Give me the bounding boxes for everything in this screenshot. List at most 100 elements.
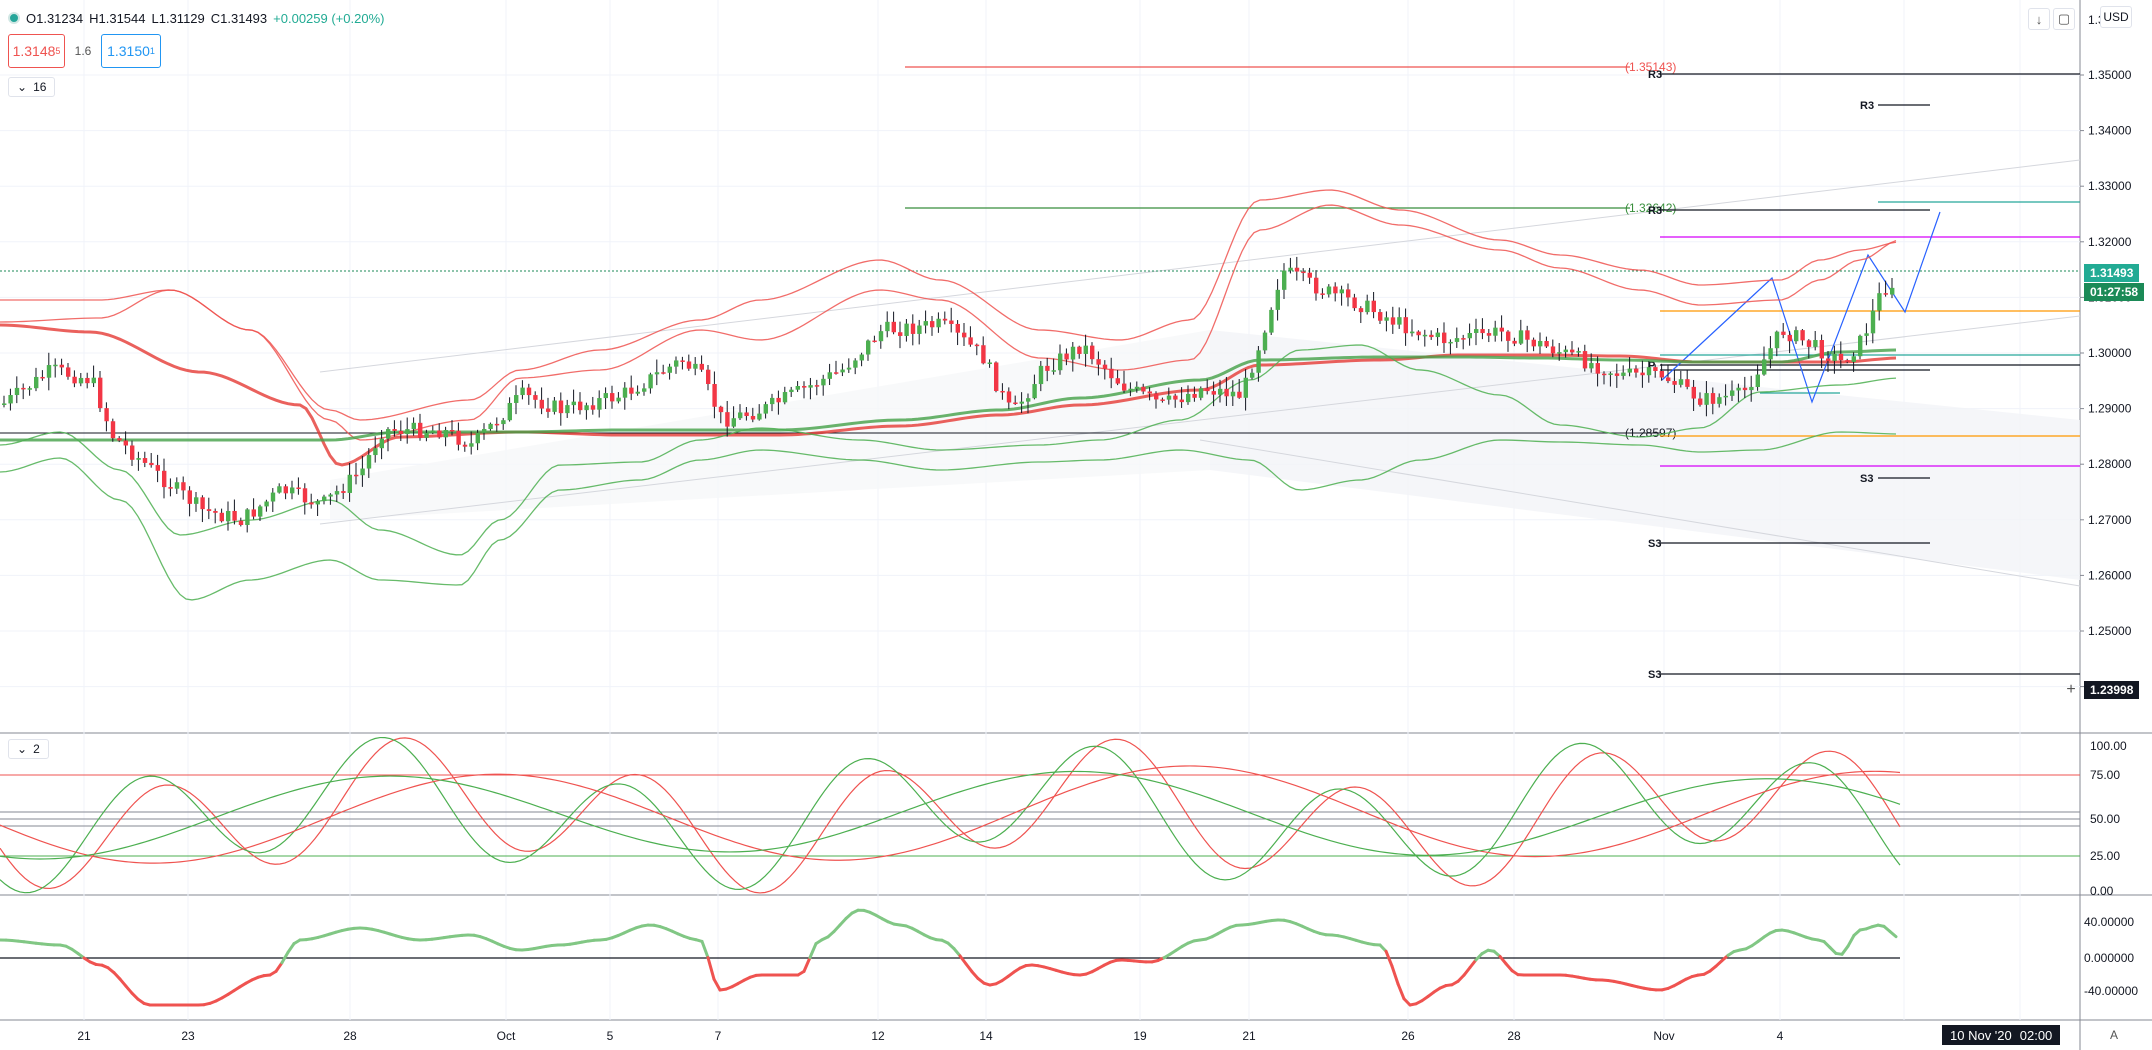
candle-down [418, 422, 423, 438]
candle-up [1576, 351, 1581, 353]
candle-up [770, 397, 775, 405]
oscillator-collapse-button[interactable]: ⌄ 2 [8, 739, 49, 759]
candle-up [1038, 365, 1044, 385]
candle-down [814, 385, 820, 387]
candle-down [1883, 293, 1888, 295]
candle-down [40, 376, 45, 379]
candle-down [1115, 378, 1120, 384]
candle-down [1077, 346, 1082, 354]
price-label: 1.34000 [2088, 124, 2132, 138]
candle-up [603, 393, 608, 399]
candle-down [85, 377, 90, 384]
osc2-segment [124, 984, 134, 995]
candle-up [1538, 340, 1543, 347]
candle-down [744, 412, 749, 416]
price-label: 1.30000 [2088, 346, 2132, 360]
buy-button[interactable]: 1.3150 1 [101, 34, 161, 68]
pivot-label: S3 [1860, 473, 1873, 485]
pivot-label: R3 [1860, 100, 1874, 112]
candle-up [1282, 270, 1287, 290]
candle-down [1224, 388, 1229, 397]
candle-up [1518, 330, 1524, 344]
candle-up [1768, 348, 1773, 360]
candle-down [1109, 368, 1114, 379]
osc2-segment [274, 961, 284, 973]
candle-down [123, 440, 128, 446]
candle-up [1467, 332, 1472, 339]
candle-up [8, 395, 13, 404]
candle-up [1243, 377, 1248, 398]
candle-up [1749, 387, 1754, 391]
osc2-segment [1498, 954, 1508, 966]
candle-up [1198, 388, 1204, 398]
osc1-label: 0.00 [2090, 884, 2114, 898]
candle-up [360, 468, 365, 476]
candle-up [1262, 332, 1268, 351]
market-status-icon[interactable] [8, 12, 20, 24]
band-upper-inner [0, 204, 1897, 441]
candle-down [238, 520, 244, 525]
candle-down [1416, 331, 1421, 336]
candle-up [322, 496, 327, 502]
currency-button[interactable]: USD [2100, 6, 2132, 28]
auto-scale-button[interactable]: A [2110, 1028, 2119, 1042]
candle-down [1390, 317, 1396, 325]
candle-down [1550, 346, 1556, 354]
candle-up [866, 340, 871, 355]
sell-price: 1.3148 [12, 43, 56, 59]
last-price-label: 1.31493 [2084, 264, 2140, 282]
candle-down [72, 376, 77, 384]
candle-down [994, 362, 999, 391]
trend-line [319, 159, 2081, 373]
plus-icon[interactable]: + [2066, 681, 2076, 698]
candle-down [1781, 331, 1786, 335]
candle-down [590, 405, 596, 410]
candle-down [910, 323, 916, 334]
osc2-segment [952, 947, 962, 958]
time-label: 21 [77, 1029, 91, 1043]
candle-up [514, 395, 519, 403]
price-label: 1.32000 [2088, 235, 2132, 249]
candle-up [987, 362, 992, 364]
candle-down [1358, 308, 1364, 313]
candle-down [1595, 363, 1600, 374]
candle-up [424, 432, 429, 438]
sell-button[interactable]: 1.3148 5 [8, 34, 65, 68]
candle-down [1122, 383, 1127, 391]
candle-up [1269, 309, 1274, 333]
candle-up [482, 429, 487, 433]
candle-up [1339, 289, 1344, 294]
candle-up [1166, 395, 1172, 400]
maximize-icon[interactable]: ▢ [2053, 8, 2075, 30]
legend-high: H1.31544 [89, 10, 146, 26]
candle-down [1141, 386, 1146, 392]
candle-down [1819, 340, 1824, 359]
candle-up [789, 389, 794, 393]
candle-up [859, 354, 864, 361]
legend-open: O1.31234 [26, 10, 84, 26]
download-icon[interactable]: ↓ [2028, 8, 2050, 30]
pivot-label: R3 [1648, 205, 1662, 217]
band-middle-green [0, 348, 1897, 442]
candle-up [1019, 401, 1024, 404]
candle-down [1096, 359, 1101, 365]
candle-down [1006, 391, 1012, 403]
candle-down [104, 408, 109, 422]
candle-down [392, 429, 397, 431]
candle-down [962, 332, 967, 338]
candle-down [1512, 340, 1517, 344]
trend-line [1199, 439, 2081, 587]
candle-up [1422, 334, 1428, 337]
candle-down [578, 401, 583, 411]
candle-up [46, 365, 52, 378]
indicators-collapse-button[interactable]: ⌄ 16 [8, 77, 56, 97]
time-label: 21 [1242, 1029, 1256, 1043]
candle-up [430, 430, 436, 433]
candle-down [110, 421, 116, 439]
candle-down [1659, 370, 1664, 378]
osc2-segment [958, 954, 968, 966]
candle-down [1154, 393, 1159, 400]
candle-up [878, 331, 884, 342]
candle-down [21, 387, 26, 390]
